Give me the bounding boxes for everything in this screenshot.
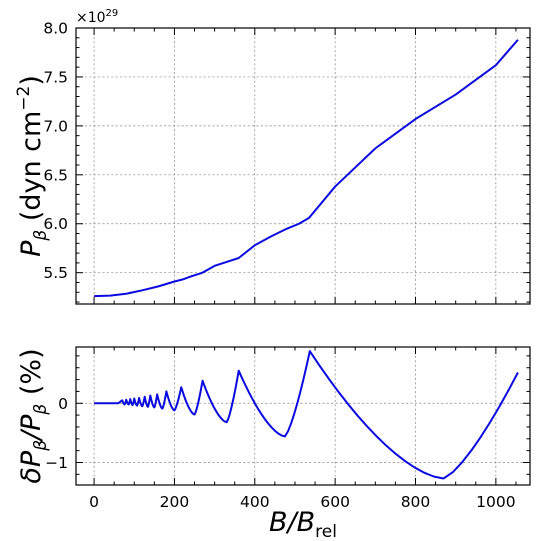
bottom-series-line — [94, 350, 519, 480]
bottom-ylabel-sub2: β — [31, 404, 51, 416]
x-tick-label: 800 — [401, 493, 431, 511]
top-multiplier: ×1029 — [76, 8, 118, 26]
multiplier-base: ×10 — [76, 10, 106, 26]
top-frame — [75, 27, 531, 305]
top-ylabel-unit-exp: −2 — [14, 86, 34, 111]
top-ylabel-unit: (dyn cm — [16, 111, 47, 230]
xlabel-sub: rel — [315, 522, 337, 541]
bottom-ticks: 0 200 400 600 800 1000 −1 0 — [45, 347, 530, 511]
x-tick-label: 600 — [320, 493, 350, 511]
top-ylabel: Pβ (dyn cm−2) — [14, 75, 51, 257]
x-tick-label: 200 — [160, 493, 190, 511]
xlabel-main: B/B — [269, 507, 315, 538]
multiplier-exp: 29 — [106, 8, 119, 19]
y-tick-label: 7.0 — [43, 117, 68, 135]
x-tick-label: 0 — [89, 493, 99, 511]
bottom-axes: 0 200 400 600 800 1000−10 δPβ/Pβ (%) B/Brel — [16, 346, 531, 541]
top-ylabel-sub: β — [31, 230, 51, 242]
top-series-line — [94, 39, 519, 298]
y-tick-label: 8.0 — [43, 20, 68, 38]
y-tick-label: 5.5 — [43, 264, 68, 282]
top-ticks: 5.5 6.0 6.5 7.0 7.5 8.0 — [43, 20, 530, 304]
top-ylabel-main: P — [16, 240, 47, 257]
y-tick-label: 0 — [58, 395, 68, 413]
bottom-grid — [76, 347, 530, 485]
bottom-ylabel-sub: β — [31, 440, 51, 452]
bottom-ylabel-main: δP — [16, 450, 47, 484]
bottom-ylabel: δPβ/Pβ (%) — [16, 348, 51, 483]
x-tick-label: 400 — [240, 493, 270, 511]
x-tick-label: 1000 — [476, 493, 515, 511]
y-tick-label: 6.5 — [43, 166, 68, 184]
bottom-ylabel-mid: /P — [16, 414, 47, 442]
bottom-frame — [75, 346, 531, 486]
bottom-xlabel: B/Brel — [269, 507, 337, 541]
top-ylabel-close: ) — [16, 75, 47, 86]
y-tick-label: −1 — [45, 454, 68, 472]
top-axes: 5.5 6.0 6.5 7.0 7.5 8.0 ×1029 Pβ (dyn cm−2) — [14, 8, 531, 305]
top-grid — [76, 27, 530, 304]
y-tick-label: 6.0 — [43, 215, 68, 233]
y-tick-label: 7.5 — [43, 68, 68, 86]
bottom-ylabel-unit: (%) — [16, 348, 47, 403]
